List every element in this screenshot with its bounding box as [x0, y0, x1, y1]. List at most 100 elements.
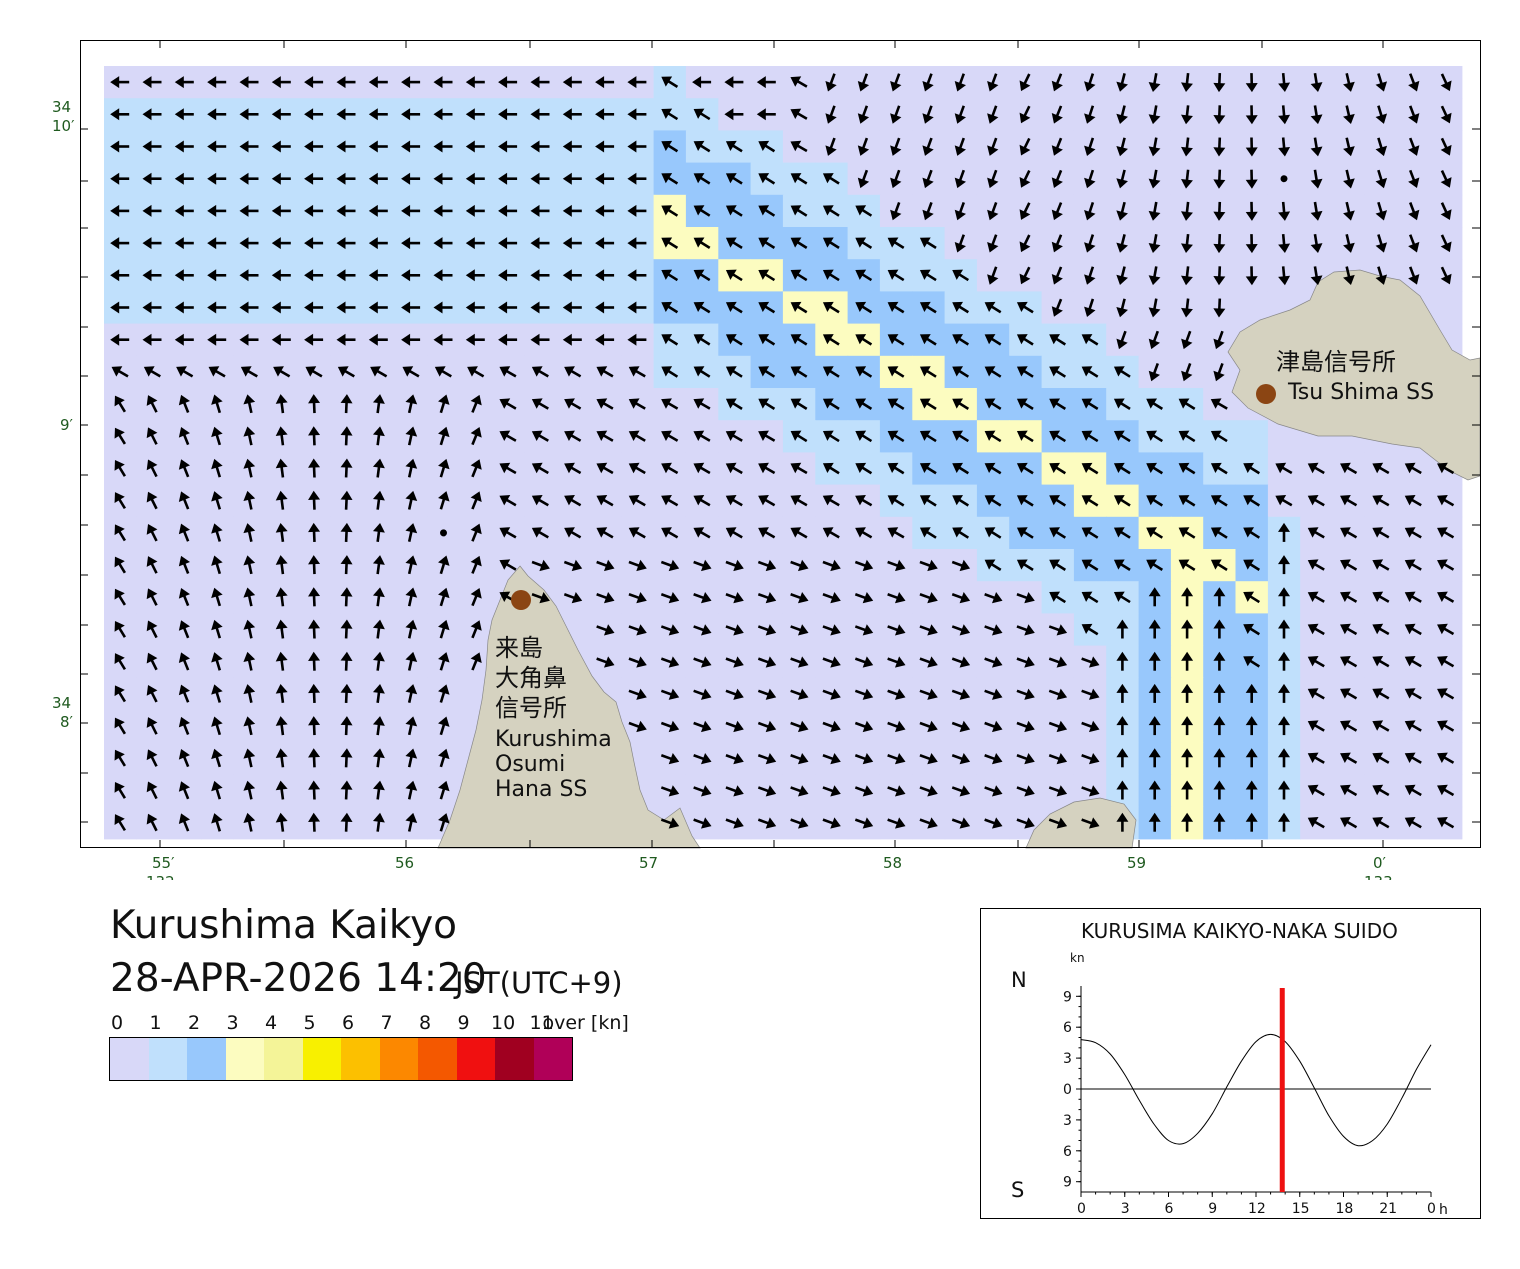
current-arrow	[1404, 623, 1422, 636]
current-arrow	[211, 748, 223, 768]
current-arrow	[275, 748, 288, 768]
current-arrow	[1051, 73, 1063, 92]
datetime-label: 28-APR-2026 14:20	[110, 956, 487, 1001]
current-arrow	[438, 748, 450, 768]
current-arrow	[660, 624, 680, 636]
current-arrow	[114, 717, 127, 735]
current-arrow	[757, 559, 777, 572]
current-arrow	[271, 172, 291, 185]
current-arrow	[1116, 201, 1128, 221]
current-arrow	[531, 592, 550, 604]
current-arrow	[401, 204, 421, 217]
current-arrow	[1146, 462, 1164, 475]
current-arrow	[1016, 753, 1035, 765]
current-arrow	[562, 204, 582, 217]
current-arrow	[1278, 780, 1290, 800]
tsushima-label-en: Tsu Shima SS	[1287, 380, 1434, 405]
current-arrow	[1148, 716, 1161, 736]
current-arrow	[146, 427, 158, 445]
current-arrow	[693, 334, 711, 346]
current-arrow	[564, 495, 582, 507]
current-arrow	[564, 462, 582, 475]
current-arrow	[401, 269, 421, 282]
current-arrow	[693, 624, 712, 636]
current-arrow	[1278, 105, 1291, 125]
current-arrow	[1437, 752, 1455, 764]
current-arrow	[1307, 656, 1325, 668]
current-arrow	[1178, 527, 1196, 539]
current-arrow	[1019, 105, 1031, 124]
current-arrow	[114, 588, 127, 606]
current-arrow	[240, 366, 258, 378]
current-arrow	[1307, 688, 1325, 700]
legend-swatch	[533, 1038, 572, 1080]
current-arrow	[142, 333, 162, 346]
current-arrow	[1375, 234, 1388, 253]
current-arrow	[1245, 105, 1258, 125]
current-arrow	[1016, 688, 1035, 700]
current-arrow	[1408, 73, 1420, 92]
current-arrow	[1310, 201, 1323, 221]
current-arrow	[372, 458, 385, 478]
current-arrow	[405, 394, 418, 414]
current-arrow	[1213, 362, 1225, 382]
current-arrow	[724, 108, 744, 121]
current-arrow	[275, 458, 288, 478]
current-arrow	[887, 237, 905, 249]
current-arrow	[825, 73, 837, 92]
legend-tick-label: 1	[149, 1012, 162, 1034]
current-arrow	[854, 559, 874, 572]
current-arrow	[239, 237, 259, 250]
current-arrow	[1178, 462, 1196, 475]
current-arrow	[693, 108, 711, 121]
current-arrow	[854, 688, 874, 700]
current-arrow	[1278, 683, 1290, 703]
current-arrow	[857, 73, 870, 92]
tide-y-tick-label: 0	[1063, 1082, 1072, 1098]
current-arrow	[628, 495, 646, 507]
current-arrow	[660, 559, 680, 572]
current-arrow	[498, 204, 518, 217]
current-arrow	[336, 172, 356, 185]
current-arrow	[1340, 784, 1358, 797]
current-arrow	[595, 301, 615, 314]
current-arrow	[1213, 619, 1226, 639]
current-arrow	[1213, 780, 1226, 800]
current-arrow	[308, 587, 321, 607]
current-arrow	[1340, 752, 1358, 764]
current-arrow	[984, 527, 1002, 539]
current-arrow	[401, 108, 421, 121]
current-arrow	[368, 140, 388, 153]
current-arrow	[470, 491, 482, 510]
current-arrow	[336, 269, 356, 282]
current-arrow	[211, 684, 223, 703]
current-arrow	[368, 204, 388, 217]
current-arrow	[919, 785, 938, 797]
current-arrow	[660, 656, 680, 668]
current-arrow	[405, 684, 418, 703]
current-arrow	[146, 491, 158, 510]
current-arrow	[1081, 720, 1100, 733]
legend-tick-label: 7	[380, 1012, 393, 1034]
current-arrow	[438, 684, 450, 703]
current-arrow	[530, 237, 550, 250]
current-arrow	[1081, 785, 1100, 797]
current-arrow	[1148, 651, 1161, 671]
current-arrow	[661, 366, 679, 378]
current-arrow	[1437, 462, 1455, 475]
current-arrow	[340, 683, 353, 703]
current-arrow	[1213, 201, 1226, 221]
current-arrow	[725, 140, 743, 153]
current-arrow	[1243, 591, 1261, 604]
current-arrow	[1081, 462, 1099, 475]
current-arrow	[1081, 591, 1099, 604]
current-arrow	[1375, 266, 1388, 285]
current-arrow	[922, 73, 934, 92]
current-arrow	[887, 559, 906, 572]
current-arrow	[275, 522, 288, 542]
current-arrow	[627, 108, 647, 121]
current-arrow	[984, 624, 1003, 636]
current-arrow	[758, 173, 776, 185]
current-arrow	[146, 556, 158, 574]
